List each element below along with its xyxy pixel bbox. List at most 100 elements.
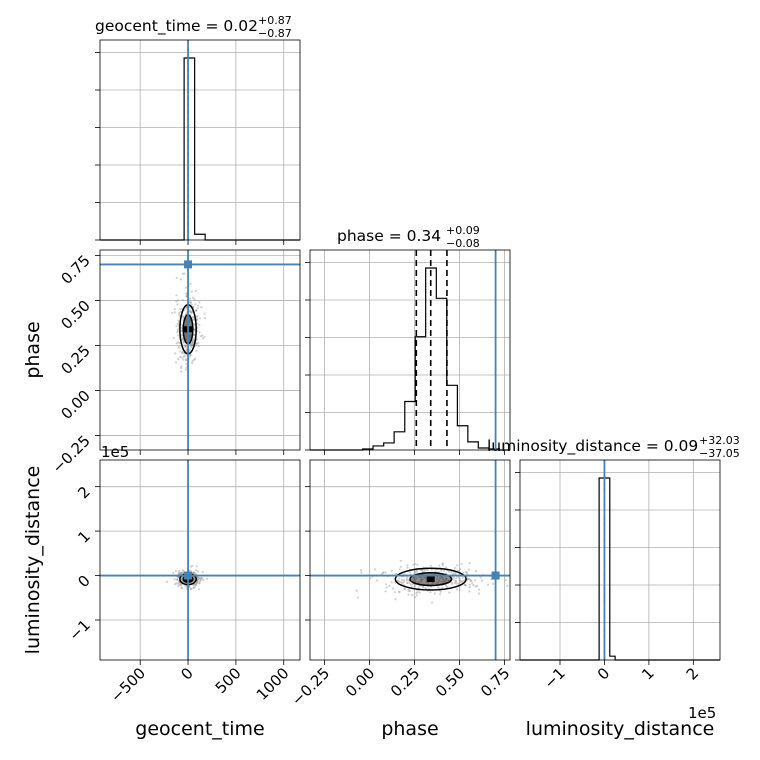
sample-point — [406, 564, 409, 567]
sample-point — [462, 579, 465, 582]
sample-point — [472, 584, 475, 587]
tick-label-x: −0.25 — [288, 664, 333, 709]
sample-point — [384, 571, 387, 574]
sample-point — [175, 294, 178, 297]
sample-point — [189, 282, 192, 285]
sample-point — [180, 329, 183, 332]
tick-label-y: 2 — [74, 483, 93, 502]
sample-point — [468, 562, 471, 565]
tick-label-x: 0 — [177, 664, 196, 683]
sample-point — [176, 299, 180, 302]
panel-frame — [309, 249, 511, 451]
sample-point — [193, 579, 196, 582]
sample-point — [179, 572, 182, 576]
sample-point — [454, 566, 457, 570]
sample-point — [445, 566, 448, 569]
tick-label-y: 1 — [74, 527, 93, 546]
sample-point — [185, 345, 188, 348]
sample-point — [443, 569, 446, 573]
sample-point — [189, 565, 192, 568]
sample-point — [385, 586, 388, 589]
sample-point — [426, 568, 429, 572]
histogram-geocent-time — [100, 57, 300, 241]
sample-point — [190, 361, 194, 365]
sample-point — [194, 303, 197, 306]
sample-point — [464, 571, 468, 574]
sample-point — [203, 316, 207, 320]
sample-point — [191, 343, 194, 346]
sample-point — [420, 569, 423, 572]
sample-point — [193, 577, 196, 581]
sample-point — [180, 571, 183, 574]
sample-point — [200, 576, 203, 580]
sample-point — [181, 569, 184, 572]
sample-point — [196, 580, 199, 584]
sample-point — [192, 572, 195, 575]
sample-point — [408, 582, 411, 585]
sample-point — [476, 584, 479, 588]
sample-point — [193, 571, 196, 574]
sample-point — [180, 365, 183, 368]
histogram-luminosity-distance — [520, 477, 720, 661]
sample-point — [414, 570, 417, 574]
sample-point — [181, 336, 184, 340]
panel-phase — [305, 249, 511, 455]
sample-point — [454, 572, 457, 576]
sample-point — [173, 311, 176, 314]
sample-point — [406, 576, 409, 579]
sample-point — [441, 564, 444, 567]
sample-point — [184, 345, 187, 348]
sample-point — [416, 563, 419, 566]
y-offset-luminosity-distance: 1e5 — [101, 443, 129, 461]
tick-label-x: 1 — [638, 664, 657, 683]
sample-point — [191, 342, 194, 345]
sample-point — [192, 341, 195, 344]
panel-frame — [99, 459, 301, 661]
truth-marker — [184, 571, 193, 580]
sample-point — [454, 581, 457, 584]
title-phase-plus: +0.09 — [446, 224, 480, 237]
sample-point — [199, 335, 202, 338]
sample-point — [414, 584, 417, 587]
panel-frame — [99, 39, 301, 241]
sample-point — [474, 585, 477, 588]
title-luminosity-distance-minus: −37.05 — [699, 447, 740, 460]
sample-point — [405, 578, 408, 581]
sample-point — [182, 358, 185, 361]
sample-point — [455, 577, 458, 580]
sample-point — [178, 583, 181, 586]
sample-point — [452, 578, 455, 581]
sample-point — [181, 272, 185, 275]
sample-point — [185, 362, 188, 365]
sample-point — [194, 289, 197, 292]
sample-point — [175, 300, 178, 303]
sample-point — [200, 306, 203, 309]
sample-point — [439, 590, 442, 593]
sample-point — [459, 580, 462, 584]
sample-point — [192, 576, 196, 579]
sample-point — [206, 577, 209, 581]
sample-point — [399, 581, 402, 584]
sample-point — [402, 583, 405, 586]
sample-point — [189, 309, 192, 312]
sample-point — [197, 577, 201, 580]
sample-point — [438, 564, 441, 567]
sample-point — [413, 585, 416, 588]
sample-point — [192, 586, 195, 590]
sample-point — [189, 310, 192, 313]
sample-point — [196, 570, 199, 573]
sample-point — [179, 583, 182, 586]
sample-point — [193, 578, 196, 581]
sample-point — [380, 573, 383, 576]
sample-point — [469, 579, 472, 582]
sample-point — [451, 572, 454, 576]
sample-point — [173, 578, 176, 581]
title-phase-label: phase = 0.34 — [337, 227, 441, 245]
sample-point — [198, 588, 201, 591]
panel-geocent-time-vs-luminosity-distance: −500 0 500 1000 −1 0 1 2 — [65, 459, 301, 706]
sample-point — [477, 592, 480, 595]
sample-point — [399, 565, 402, 569]
sample-point — [176, 578, 179, 581]
sample-point — [190, 303, 193, 306]
